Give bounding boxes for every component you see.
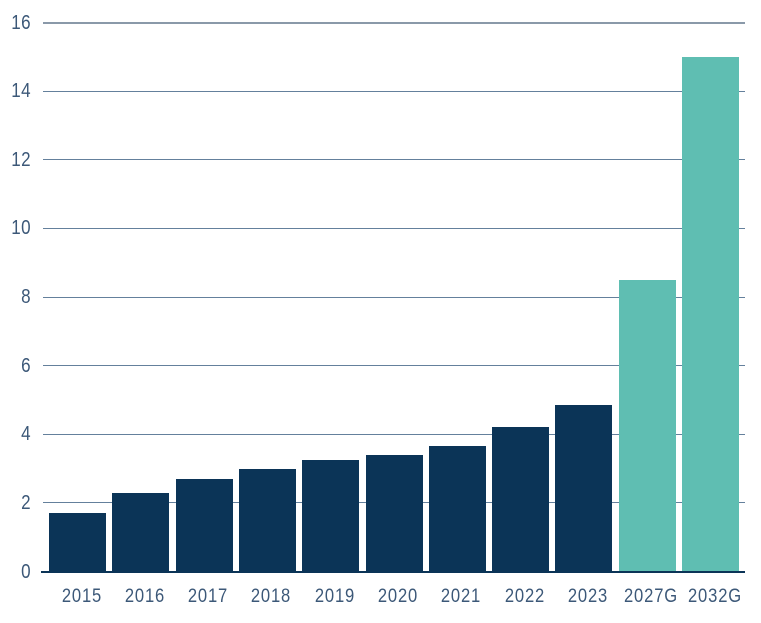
bar-2019: [302, 459, 360, 572]
x-axis-tick-label: 2020: [377, 585, 419, 607]
bar-2018: [238, 468, 296, 572]
bar-2022: [492, 427, 550, 572]
bar-2027g: [618, 279, 676, 572]
y-axis-tick-label: 0: [21, 560, 31, 583]
bar-2020: [365, 454, 423, 572]
gridline-12: [43, 159, 745, 161]
y-axis-tick-label: 16: [11, 11, 31, 34]
gridline-16: [43, 21, 745, 24]
bar-2023: [555, 405, 613, 572]
x-axis-tick-label: 2023: [567, 585, 609, 607]
y-axis-tick-label: 10: [11, 217, 31, 240]
y-axis-tick-label: 6: [21, 354, 31, 377]
bar-2017: [175, 478, 233, 572]
y-axis-tick-label: 4: [21, 423, 31, 446]
bar-2032g: [682, 56, 739, 572]
x-axis-tick-label: 2021: [441, 585, 482, 607]
y-axis-tick-label: 12: [11, 148, 31, 171]
gridline-6: [43, 365, 745, 367]
y-axis-tick-label: 8: [21, 286, 31, 308]
bar-2021: [428, 446, 486, 572]
bar-2015: [49, 513, 106, 572]
y-axis-tick-label: 2: [21, 491, 31, 514]
x-axis-tick-label: 2019: [314, 585, 355, 607]
gridline-4: [43, 433, 745, 435]
gridline-14: [43, 90, 745, 92]
y-axis-tick-label: 14: [11, 80, 31, 103]
x-axis-tick-label: 2018: [251, 585, 292, 607]
gridline-10: [43, 227, 745, 229]
x-axis-tick-label: 2032G: [687, 585, 742, 607]
x-axis-line: [41, 570, 745, 573]
x-axis-tick-label: 2017: [187, 585, 229, 607]
x-axis-tick-label: 2027G: [624, 585, 679, 607]
gridline-8: [43, 296, 745, 298]
bar-2016: [112, 492, 170, 572]
x-axis-tick-label: 2015: [61, 585, 102, 607]
x-axis-tick-label: 2022: [504, 585, 545, 607]
x-axis-tick-label: 2016: [124, 585, 165, 607]
